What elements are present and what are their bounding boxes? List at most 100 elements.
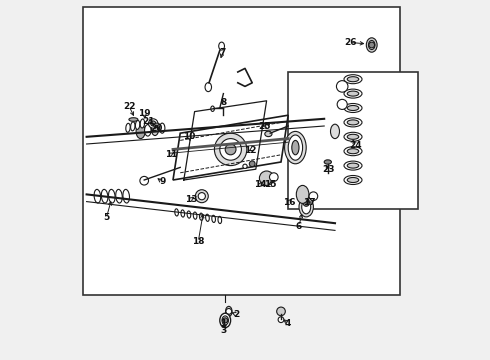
- Circle shape: [226, 309, 232, 314]
- Ellipse shape: [285, 131, 306, 164]
- Ellipse shape: [193, 212, 197, 219]
- Ellipse shape: [218, 216, 221, 224]
- Ellipse shape: [225, 306, 232, 316]
- Ellipse shape: [219, 42, 224, 50]
- Ellipse shape: [101, 189, 108, 203]
- Ellipse shape: [145, 125, 151, 136]
- Circle shape: [220, 139, 242, 160]
- Ellipse shape: [265, 131, 272, 137]
- Ellipse shape: [344, 132, 362, 141]
- Ellipse shape: [129, 118, 138, 121]
- Circle shape: [215, 133, 247, 166]
- Ellipse shape: [344, 118, 362, 127]
- Ellipse shape: [292, 140, 299, 155]
- Text: 14: 14: [254, 180, 267, 189]
- Ellipse shape: [344, 161, 362, 170]
- Circle shape: [148, 119, 158, 128]
- Text: 3: 3: [220, 326, 226, 335]
- Text: 26: 26: [344, 38, 356, 47]
- Ellipse shape: [347, 134, 359, 139]
- Text: 18: 18: [192, 238, 204, 247]
- Ellipse shape: [211, 106, 215, 112]
- Ellipse shape: [108, 189, 115, 203]
- Ellipse shape: [94, 189, 100, 203]
- Circle shape: [337, 81, 348, 92]
- Ellipse shape: [296, 185, 309, 203]
- Ellipse shape: [131, 122, 135, 131]
- Text: 12: 12: [244, 146, 257, 155]
- Text: 6: 6: [296, 222, 302, 231]
- Text: 17: 17: [303, 198, 316, 207]
- Text: 1: 1: [220, 319, 226, 328]
- Text: 21: 21: [142, 117, 155, 126]
- Ellipse shape: [344, 104, 362, 113]
- Circle shape: [222, 318, 228, 323]
- Circle shape: [243, 164, 247, 168]
- Ellipse shape: [288, 135, 303, 160]
- Circle shape: [303, 201, 309, 206]
- Circle shape: [270, 173, 278, 181]
- Text: 4: 4: [285, 319, 292, 328]
- Circle shape: [249, 161, 255, 167]
- Text: 8: 8: [220, 98, 226, 107]
- Circle shape: [198, 193, 205, 200]
- Ellipse shape: [347, 91, 359, 96]
- Ellipse shape: [153, 123, 160, 127]
- Ellipse shape: [206, 214, 209, 221]
- Circle shape: [309, 192, 318, 201]
- Ellipse shape: [187, 211, 191, 218]
- Ellipse shape: [324, 160, 331, 164]
- Bar: [83, 7, 400, 295]
- Ellipse shape: [126, 123, 130, 132]
- Ellipse shape: [205, 83, 212, 92]
- Ellipse shape: [123, 189, 129, 203]
- Ellipse shape: [212, 215, 216, 222]
- Ellipse shape: [344, 147, 362, 156]
- Circle shape: [196, 190, 208, 203]
- Ellipse shape: [140, 119, 145, 128]
- Circle shape: [277, 307, 285, 316]
- Bar: [288, 72, 418, 209]
- Ellipse shape: [344, 176, 362, 185]
- Ellipse shape: [222, 316, 228, 325]
- Text: 22: 22: [123, 102, 135, 111]
- Ellipse shape: [368, 41, 375, 50]
- Ellipse shape: [347, 177, 359, 183]
- Text: 15: 15: [264, 180, 276, 189]
- Ellipse shape: [344, 75, 362, 84]
- Text: 10: 10: [183, 132, 196, 141]
- Ellipse shape: [160, 123, 165, 133]
- Ellipse shape: [220, 313, 231, 328]
- Ellipse shape: [135, 121, 140, 129]
- Ellipse shape: [116, 189, 122, 203]
- Text: 13: 13: [185, 194, 197, 204]
- Circle shape: [225, 144, 236, 155]
- Ellipse shape: [367, 38, 377, 52]
- Circle shape: [140, 176, 148, 185]
- Text: 5: 5: [103, 213, 110, 222]
- Text: 24: 24: [349, 141, 362, 150]
- Text: 7: 7: [220, 48, 226, 57]
- Ellipse shape: [347, 120, 359, 125]
- Ellipse shape: [175, 209, 178, 216]
- Ellipse shape: [199, 213, 203, 220]
- Text: 9: 9: [159, 177, 166, 186]
- Ellipse shape: [344, 89, 362, 98]
- Ellipse shape: [151, 123, 159, 136]
- Polygon shape: [173, 115, 288, 180]
- Text: 16: 16: [283, 198, 295, 207]
- Ellipse shape: [347, 163, 359, 168]
- Text: 11: 11: [165, 150, 177, 159]
- Ellipse shape: [347, 77, 359, 82]
- Circle shape: [278, 317, 284, 323]
- Circle shape: [369, 42, 374, 48]
- Ellipse shape: [330, 124, 340, 139]
- Circle shape: [259, 171, 274, 185]
- Text: 19: 19: [138, 109, 150, 118]
- Text: 20: 20: [150, 125, 163, 134]
- Text: 2: 2: [233, 310, 239, 319]
- Text: 23: 23: [322, 166, 335, 175]
- Ellipse shape: [347, 149, 359, 154]
- Ellipse shape: [347, 105, 359, 111]
- Ellipse shape: [302, 200, 311, 214]
